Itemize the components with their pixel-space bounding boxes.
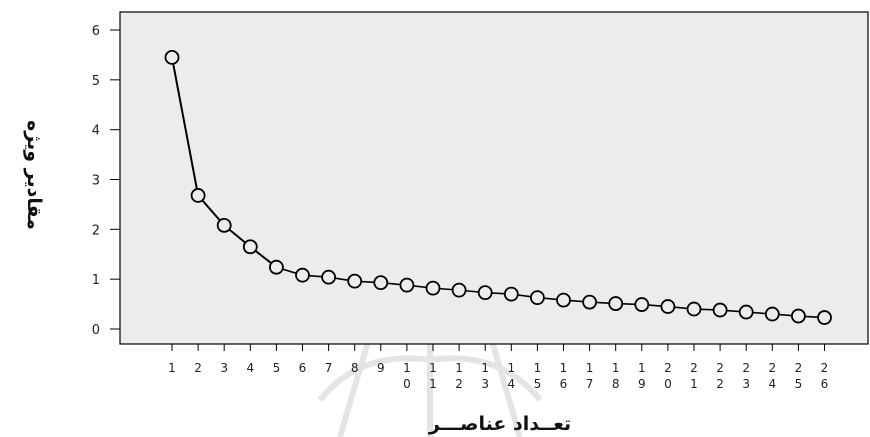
data-point [477,285,493,301]
x-tick-label: 1 [168,361,176,375]
x-tick-label: 2 [455,377,463,391]
x-axis-title: تعــداد عناصـــر [428,413,571,435]
x-tick-label: 2 [716,361,724,375]
y-axis-title: مقادير ويژه [23,120,45,230]
x-tick-label: 1 [429,377,437,391]
data-point [190,188,206,203]
y-tick-label: 1 [92,273,100,288]
data-point [242,239,258,255]
x-tick-label: 1 [429,361,437,375]
data-point [686,301,702,317]
y-tick-label: 3 [92,174,100,189]
x-tick-label: 3 [481,377,489,391]
x-tick-label: 4 [507,377,515,391]
x-tick-label: 2 [664,361,672,375]
data-point [425,280,441,296]
x-tick-label: 3 [220,361,228,375]
data-point [791,308,806,324]
x-tick-label: 5 [534,377,542,391]
x-tick-label: 9 [377,361,385,375]
y-axis: 0 1 2 3 4 5 6 [92,24,120,338]
x-tick-label: 2 [821,361,829,375]
data-point [268,259,284,275]
x-tick-label: 6 [299,361,307,375]
x-tick-label: 6 [821,377,829,391]
data-point [399,277,415,293]
data-point [321,269,337,285]
x-tick-label: 5 [273,361,281,375]
x-tick-label: 1 [507,361,515,375]
x-tick-label: 8 [351,361,359,375]
data-point [164,50,180,65]
data-point [764,306,780,322]
x-tick-label: 2 [716,377,724,391]
x-tick-label: 1 [455,361,463,375]
y-tick-label: 2 [92,223,100,238]
x-tick-label: 6 [560,377,568,391]
series-eigenvalues [164,50,832,325]
x-tick-label: 0 [403,377,411,391]
x-tick-label: 2 [795,361,803,375]
x-tick-label: 3 [742,377,750,391]
x-tick-label: 1 [586,361,594,375]
x-tick-label: 1 [690,377,698,391]
x-tick-label: 1 [612,361,620,375]
y-tick-label: 0 [92,323,100,338]
x-tick-label: 9 [638,377,646,391]
x-tick-label: 7 [325,361,333,375]
x-tick-label: 2 [690,361,698,375]
data-point [660,299,676,314]
x-tick-label: 1 [560,361,568,375]
x-tick-label: 4 [768,377,776,391]
plot-area [119,11,869,345]
x-axis: 1 2 3 4 5 6 7 8 9 1011121314151617181920212223242… [168,344,828,391]
x-tick-label: 8 [612,377,620,391]
x-tick-label: 2 [194,361,202,375]
x-tick-label: 2 [768,361,776,375]
data-point [295,267,310,283]
x-tick-label: 1 [403,361,411,375]
data-point [347,273,363,289]
x-tick-label: 5 [795,377,803,391]
x-tick-label: 2 [742,361,750,375]
data-point [608,296,624,311]
y-tick-label: 6 [92,24,100,39]
data-point [373,275,389,291]
x-tick-label: 4 [246,361,254,375]
x-tick-label: 1 [534,361,542,375]
data-point [738,304,754,320]
data-point [712,302,728,318]
data-point [582,294,597,310]
data-point [634,297,650,312]
data-point [817,310,832,325]
x-tick-label: 7 [586,377,594,391]
y-tick-label: 5 [92,74,100,89]
data-point [216,217,232,233]
data-point [451,282,467,298]
x-tick-label: 0 [664,377,672,391]
data-point [503,286,519,302]
x-tick-label: 1 [638,361,646,375]
y-tick-label: 4 [92,124,100,139]
data-point [530,290,545,306]
x-tick-label: 1 [481,361,489,375]
data-point [556,292,571,308]
series-line-segment [171,57,200,196]
